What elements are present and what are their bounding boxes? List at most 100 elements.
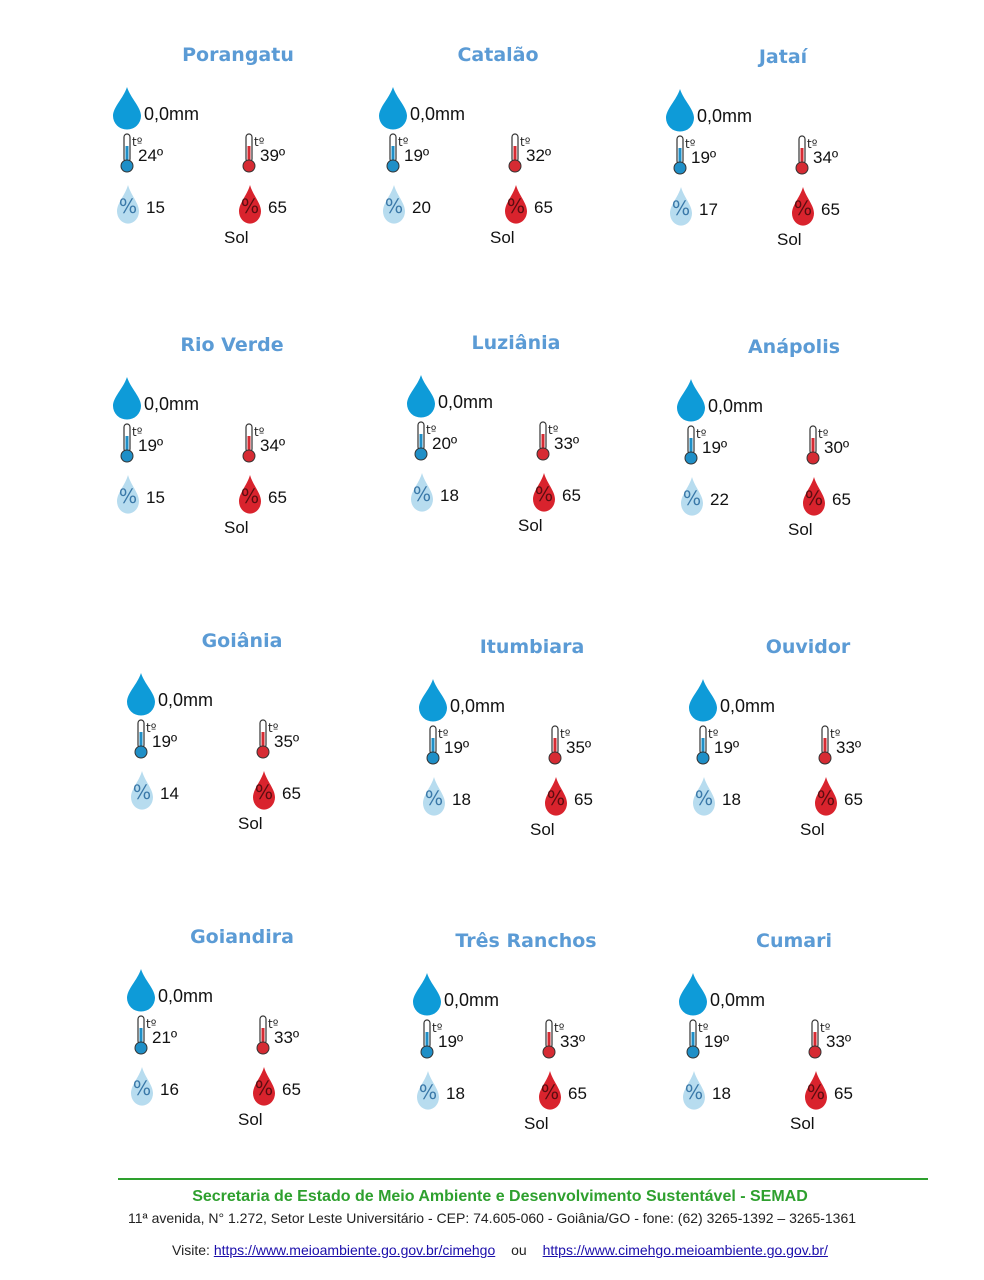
city-card: Itumbiara 0,0mm tº 19º tº 35º % 18 xyxy=(418,636,688,866)
humidity-high-icon-symbol: % xyxy=(241,485,259,508)
thermometer-cold-icon: tº xyxy=(673,135,696,175)
humidity-high-icon-symbol: % xyxy=(535,483,553,506)
rain-drop-icon xyxy=(413,973,441,1016)
rainfall-value: 0,0mm xyxy=(720,696,776,716)
or-label: ou xyxy=(511,1242,527,1258)
humidity-min-value: 18 xyxy=(446,1084,465,1103)
thermometer-cold-icon-symbol: tº xyxy=(438,727,449,741)
thermometer-hot-icon: tº xyxy=(242,423,265,463)
humidity-max-value: 65 xyxy=(568,1084,587,1103)
humidity-high-icon-symbol: % xyxy=(807,1081,825,1104)
thermometer-cold-icon-symbol: tº xyxy=(708,727,719,741)
humidity-max-value: 65 xyxy=(844,790,863,809)
sky-condition: Sol xyxy=(800,820,825,839)
thermometer-hot-icon: tº xyxy=(548,725,571,765)
humidity-low-icon-symbol: % xyxy=(685,1081,703,1104)
thermometer-cold-icon: tº xyxy=(686,1019,709,1059)
humidity-low-icon: % xyxy=(117,475,139,514)
humidity-high-icon-symbol: % xyxy=(255,1077,273,1100)
humidity-min-value: 15 xyxy=(146,198,165,217)
thermometer-hot-icon-symbol: tº xyxy=(254,425,265,439)
temp-min-value: 19º xyxy=(704,1032,730,1051)
rain-drop-icon xyxy=(677,379,705,422)
city-name: Jataí xyxy=(758,46,808,68)
humidity-low-icon: % xyxy=(681,477,703,516)
temp-min-value: 19º xyxy=(714,738,740,757)
humidity-min-value: 18 xyxy=(440,486,459,505)
humidity-min-value: 15 xyxy=(146,488,165,507)
humidity-low-icon-symbol: % xyxy=(119,485,137,508)
humidity-low-icon: % xyxy=(670,187,692,226)
temp-min-value: 19º xyxy=(691,148,717,167)
visit-label: Visite: xyxy=(172,1242,210,1258)
thermometer-cold-icon-symbol: tº xyxy=(146,1017,157,1031)
thermometer-hot-icon: tº xyxy=(808,1019,831,1059)
city-card: Três Ranchos 0,0mm tº 19º tº 33º % 18 xyxy=(412,930,682,1160)
thermometer-hot-icon: tº xyxy=(795,135,818,175)
humidity-high-icon-symbol: % xyxy=(805,487,823,510)
temp-max-value: 32º xyxy=(526,146,552,165)
footer-divider xyxy=(118,1178,928,1180)
thermometer-hot-icon: tº xyxy=(256,719,279,759)
temp-max-value: 35º xyxy=(274,732,300,751)
forecast-grid: Porangatu 0,0mm tº 24º tº 39º % 15 xyxy=(112,44,958,1160)
thermometer-cold-icon: tº xyxy=(426,725,449,765)
link-cimehgo-1[interactable]: https://www.meioambiente.go.gov.br/cimeh… xyxy=(213,1242,496,1258)
thermometer-cold-icon: tº xyxy=(120,133,143,173)
temp-max-value: 33º xyxy=(826,1032,852,1051)
footer-address: 11ª avenida, N° 1.272, Setor Leste Unive… xyxy=(127,1210,857,1226)
temp-min-value: 19º xyxy=(152,732,178,751)
humidity-min-value: 18 xyxy=(722,790,741,809)
footer-visit: Visite: https://www.meioambiente.go.gov.… xyxy=(0,1242,984,1258)
temp-max-value: 39º xyxy=(260,146,286,165)
city-card: Goiânia 0,0mm tº 19º tº 35º % 14 xyxy=(126,630,396,860)
city-name: Goiânia xyxy=(201,630,283,652)
humidity-low-icon: % xyxy=(117,185,139,224)
humidity-high-icon-symbol: % xyxy=(541,1081,559,1104)
thermometer-cold-icon: tº xyxy=(386,133,409,173)
humidity-high-icon: % xyxy=(792,187,814,226)
city-card: Anápolis 0,0mm tº 19º tº 30º % 22 xyxy=(676,336,946,566)
city-card: Cumari 0,0mm tº 19º tº 33º % 18 xyxy=(678,930,948,1160)
rainfall-value: 0,0mm xyxy=(450,696,506,716)
humidity-high-icon-symbol: % xyxy=(794,197,812,220)
city-card: Ouvidor 0,0mm tº 19º tº 33º % 18 xyxy=(688,636,958,866)
thermometer-cold-icon: tº xyxy=(120,423,143,463)
temp-max-value: 34º xyxy=(813,148,839,167)
thermometer-cold-icon-symbol: tº xyxy=(685,137,696,151)
thermometer-hot-icon-symbol: tº xyxy=(818,427,829,441)
humidity-min-value: 22 xyxy=(710,490,729,509)
city-card: Porangatu 0,0mm tº 24º tº 39º % 15 xyxy=(112,44,382,274)
link-cimehgo-2[interactable]: https://www.cimehgo.meioambiente.go.gov.… xyxy=(542,1242,828,1258)
temp-max-value: 35º xyxy=(566,738,592,757)
humidity-high-icon-symbol: % xyxy=(255,781,273,804)
city-name: Cumari xyxy=(756,930,832,952)
humidity-low-icon-symbol: % xyxy=(385,195,403,218)
thermometer-hot-icon-symbol: tº xyxy=(268,1017,279,1031)
sky-condition: Sol xyxy=(238,814,263,833)
humidity-low-icon: % xyxy=(383,185,405,224)
humidity-high-icon: % xyxy=(805,1071,827,1110)
city-card: Jataí 0,0mm tº 19º tº 34º % 17 xyxy=(665,46,935,276)
sky-condition: Sol xyxy=(530,820,555,839)
city-name: Anápolis xyxy=(747,336,841,358)
thermometer-cold-icon-symbol: tº xyxy=(132,135,143,149)
humidity-low-icon-symbol: % xyxy=(119,195,137,218)
humidity-low-icon: % xyxy=(683,1071,705,1110)
rain-drop-icon xyxy=(666,89,694,132)
humidity-max-value: 65 xyxy=(821,200,840,219)
city-name: Porangatu xyxy=(182,44,294,66)
rainfall-value: 0,0mm xyxy=(710,990,766,1010)
rainfall-value: 0,0mm xyxy=(438,392,494,412)
humidity-high-icon: % xyxy=(803,477,825,516)
city-name: Ouvidor xyxy=(765,636,851,658)
humidity-max-value: 65 xyxy=(282,784,301,803)
humidity-max-value: 65 xyxy=(562,486,581,505)
temp-max-value: 33º xyxy=(274,1028,300,1047)
sky-condition: Sol xyxy=(224,228,249,247)
rainfall-value: 0,0mm xyxy=(410,104,466,124)
thermometer-hot-icon-symbol: tº xyxy=(548,423,559,437)
rainfall-value: 0,0mm xyxy=(444,990,500,1010)
thermometer-cold-icon: tº xyxy=(134,719,157,759)
humidity-min-value: 16 xyxy=(160,1080,179,1099)
